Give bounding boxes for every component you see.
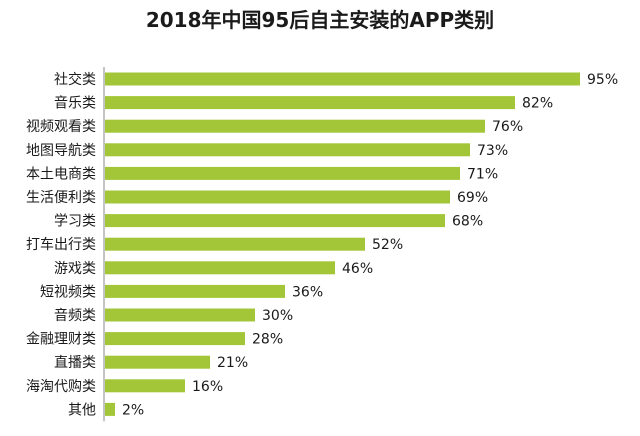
category-label: 视频观看类 (26, 119, 96, 135)
category-label: 其他 (68, 402, 96, 418)
category-label: 游戏类 (54, 261, 96, 277)
value-label: 82% (522, 96, 553, 112)
category-label: 海淘代购类 (26, 379, 96, 395)
value-label: 36% (292, 284, 323, 300)
bars-group: 社交类 95% 音乐类 82% 视频观看类 76% 地图导航类 73% 本土电商类 71% 生活便利… (26, 71, 618, 418)
category-label: 金融理财类 (26, 332, 96, 348)
category-label: 音频类 (54, 307, 96, 324)
category-label: 直播类 (54, 354, 96, 371)
category-label: 生活便利类 (26, 190, 96, 206)
bar (105, 143, 470, 157)
bar (105, 237, 365, 251)
category-label: 社交类 (54, 71, 96, 88)
bar (105, 166, 460, 180)
value-label: 71% (467, 166, 498, 182)
category-label: 本土电商类 (26, 166, 96, 182)
bar (105, 214, 445, 228)
value-label: 68% (452, 214, 483, 230)
bar (105, 308, 255, 322)
bar (105, 355, 210, 369)
bar (105, 261, 335, 275)
category-label: 短视频类 (40, 284, 96, 300)
bar (105, 72, 580, 86)
value-label: 16% (192, 379, 223, 395)
value-label: 69% (457, 190, 488, 206)
category-label: 地图导航类 (26, 143, 96, 159)
value-label: 30% (262, 308, 293, 324)
value-label: 46% (342, 261, 373, 277)
bar (105, 284, 285, 298)
value-label: 28% (252, 332, 283, 348)
value-label: 21% (217, 355, 248, 371)
category-label: 打车出行类 (26, 236, 96, 253)
bar (105, 119, 485, 133)
bar (105, 190, 450, 204)
value-label: 52% (372, 237, 403, 253)
value-label: 76% (492, 119, 523, 135)
bar (105, 379, 185, 393)
bar (105, 332, 245, 346)
category-label: 音乐类 (54, 95, 96, 112)
category-label: 学习类 (54, 214, 96, 230)
value-label: 2% (122, 402, 144, 418)
bar (105, 96, 515, 110)
value-label: 95% (587, 72, 618, 88)
value-label: 73% (477, 143, 508, 159)
chart-title: 2018年中国95后自主安装的APP类别 (145, 8, 495, 32)
bar (105, 402, 115, 416)
